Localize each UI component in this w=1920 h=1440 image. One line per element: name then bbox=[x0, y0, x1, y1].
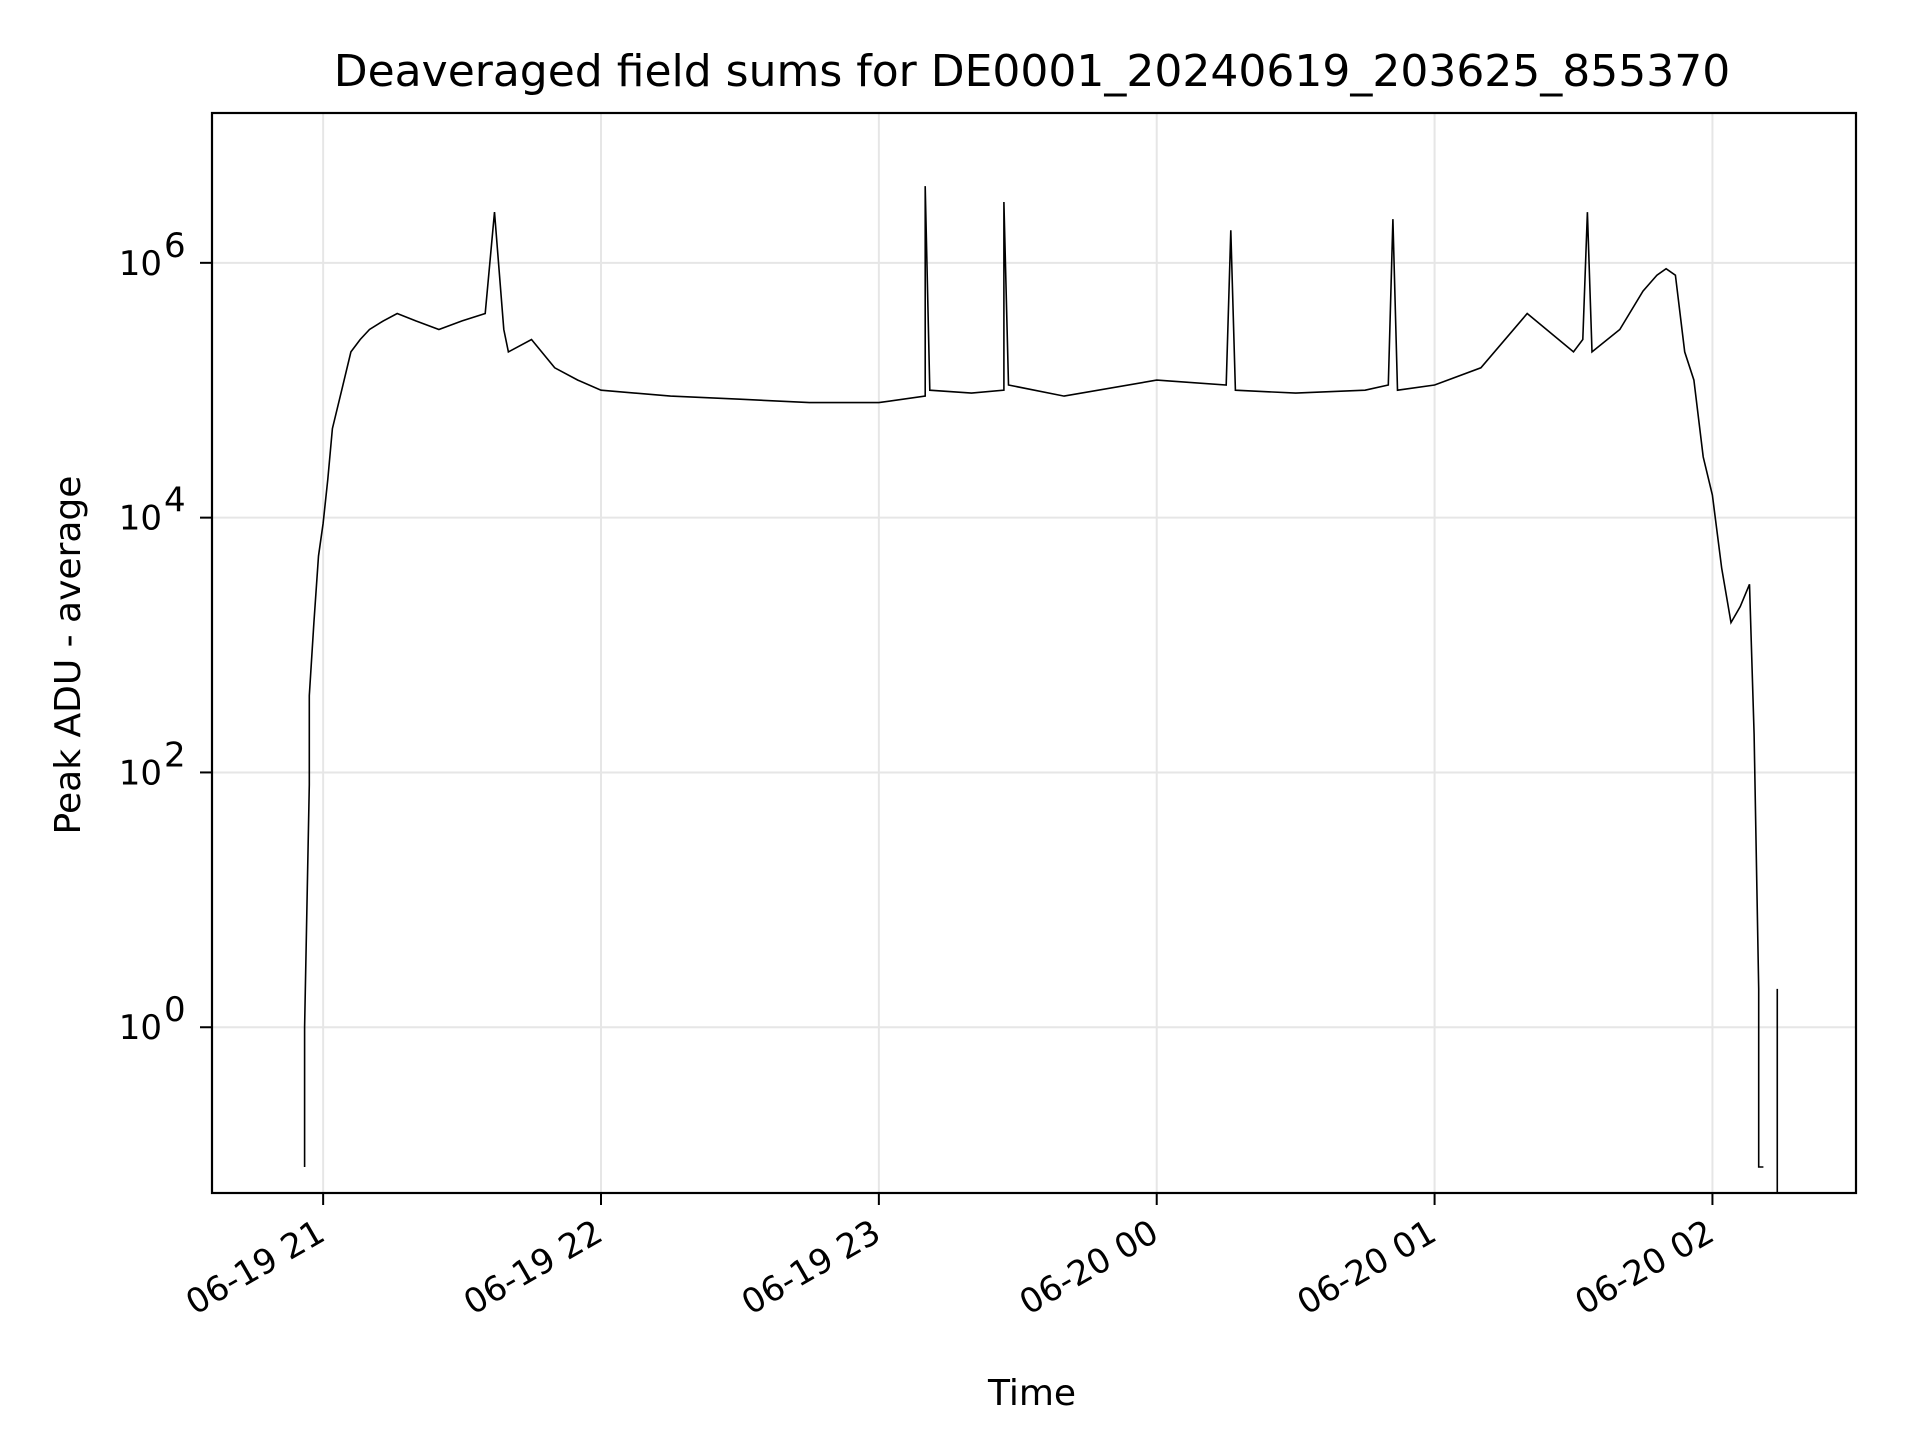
x-tick-label: 06-19 23 bbox=[735, 1212, 887, 1323]
y-tick-label: 10 bbox=[119, 244, 162, 284]
chart-title: Deaveraged field sums for DE0001_2024061… bbox=[334, 46, 1731, 97]
x-tick-label: 06-20 02 bbox=[1569, 1212, 1721, 1323]
series-layer bbox=[303, 186, 1779, 1193]
x-axis-label: Time bbox=[987, 1373, 1076, 1414]
grid bbox=[212, 113, 1856, 1193]
x-tick-label: 06-20 00 bbox=[1013, 1212, 1165, 1323]
x-axis: 06-19 21 06-19 22 06-19 23 06-20 00 06-20 01… bbox=[179, 1193, 1721, 1323]
y-tick-exponent: 6 bbox=[164, 226, 186, 266]
x-tick-label: 06-19 21 bbox=[179, 1212, 331, 1323]
y-tick-exponent: 2 bbox=[164, 735, 186, 775]
y-tick-exponent: 0 bbox=[164, 990, 186, 1030]
y-tick-label: 10 bbox=[119, 753, 162, 793]
y-tick-exponent: 4 bbox=[164, 481, 186, 521]
y-axis-label: Peak ADU - average bbox=[48, 476, 89, 835]
y-tick-label: 10 bbox=[119, 1008, 162, 1048]
y-tick-label: 10 bbox=[119, 499, 162, 539]
series-line bbox=[303, 186, 1764, 1168]
x-tick-label: 06-20 01 bbox=[1291, 1212, 1443, 1323]
plot-frame bbox=[210, 111, 1858, 1195]
x-tick-label: 06-19 22 bbox=[457, 1212, 609, 1323]
